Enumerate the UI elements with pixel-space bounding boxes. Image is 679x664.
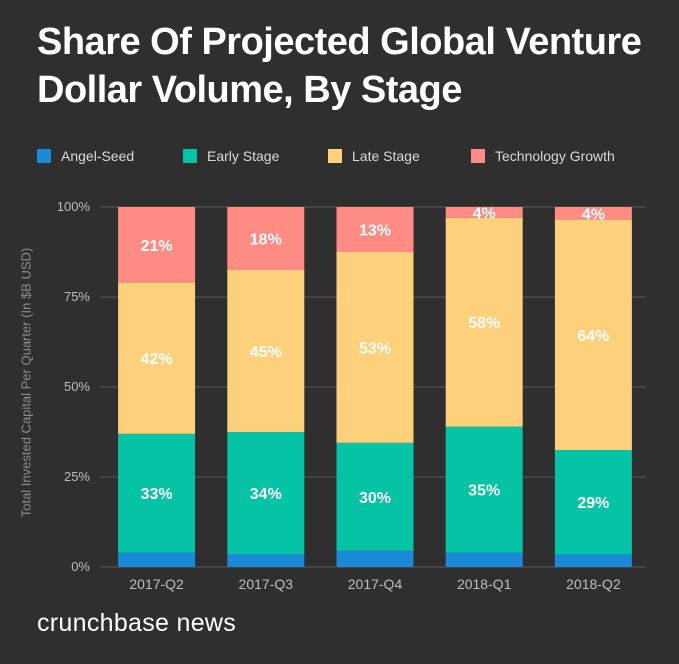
data-label-early-stage: 34% — [250, 486, 282, 503]
legend-label-early-stage: Early Stage — [207, 148, 280, 164]
bar-segment-angel-seed — [118, 552, 196, 567]
data-label-late-stage: 42% — [141, 351, 173, 368]
bar-segment-angel-seed — [445, 552, 523, 567]
data-label-late-stage: 53% — [359, 340, 391, 357]
legend-swatch-early-stage — [183, 149, 197, 163]
y-tick-label: 100% — [57, 199, 91, 214]
bar-segment-technology-growth — [554, 207, 632, 220]
y-tick-label: 75% — [64, 289, 90, 304]
data-label-early-stage: 35% — [468, 483, 500, 500]
bar-segment-late-stage — [445, 217, 523, 427]
bar-segment-early-stage — [118, 433, 196, 553]
legend-swatch-technology-growth — [471, 149, 485, 163]
bar-segment-angel-seed — [336, 550, 414, 567]
x-tick-label: 2017-Q2 — [129, 576, 184, 592]
bar-segment-late-stage — [336, 252, 414, 443]
y-tick-label: 50% — [64, 379, 90, 394]
bar-segment-angel-seed — [227, 554, 305, 567]
x-tick-label: 2018-Q1 — [457, 576, 512, 592]
bar-segment-technology-growth — [336, 207, 414, 252]
x-tick-label: 2018-Q2 — [566, 576, 621, 592]
data-label-early-stage: 30% — [359, 490, 391, 507]
data-label-early-stage: 33% — [141, 486, 173, 503]
legend-swatch-angel-seed — [37, 149, 51, 163]
bar-segment-late-stage — [118, 282, 196, 434]
legend-item-technology-growth: Technology Growth — [471, 146, 615, 166]
data-label-late-stage: 58% — [468, 315, 500, 332]
legend-label-angel-seed: Angel-Seed — [61, 148, 135, 164]
legend-label-technology-growth: Technology Growth — [495, 148, 615, 164]
data-label-technology-growth: 4% — [582, 206, 605, 223]
bar-segment-early-stage — [336, 442, 414, 551]
data-label-late-stage: 64% — [577, 328, 609, 345]
data-label-technology-growth: 21% — [141, 238, 173, 255]
bar-segment-late-stage — [227, 270, 305, 432]
bar-segment-technology-growth — [445, 207, 523, 218]
data-label-technology-growth: 13% — [359, 223, 391, 240]
y-tick-label: 25% — [64, 469, 90, 484]
bar-segment-angel-seed — [554, 554, 632, 567]
y-tick-label: 0% — [71, 559, 90, 574]
legend-label-late-stage: Late Stage — [352, 148, 420, 164]
legend: Angel-Seed Early Stage Late Stage Techno… — [37, 146, 657, 166]
bar-segment-early-stage — [227, 432, 305, 555]
data-label-technology-growth: 18% — [250, 232, 282, 249]
bar-segment-technology-growth — [118, 207, 196, 283]
bar-segment-late-stage — [554, 219, 632, 450]
legend-swatch-late-stage — [328, 149, 342, 163]
chart-title: Share Of Projected Global Venture Dollar… — [37, 21, 642, 111]
bar-segment-early-stage — [554, 450, 632, 555]
legend-item-late-stage: Late Stage — [328, 146, 420, 166]
data-label-early-stage: 29% — [577, 495, 609, 512]
bar-segment-early-stage — [445, 426, 523, 553]
x-tick-label: 2017-Q4 — [348, 576, 403, 592]
x-tick-label: 2017-Q3 — [239, 576, 294, 592]
data-label-late-stage: 45% — [250, 344, 282, 361]
bar-segment-technology-growth — [227, 207, 305, 270]
brand-logo-text: crunchbase news — [37, 609, 237, 637]
data-label-technology-growth: 4% — [473, 205, 496, 222]
stacked-bar-chart: 0% 25% 50% 75% 100% 33% 42% 21% 2017-Q2 34% 45% 18%… — [57, 199, 646, 592]
legend-item-early-stage: Early Stage — [183, 146, 279, 166]
legend-item-angel-seed: Angel-Seed — [37, 146, 134, 166]
